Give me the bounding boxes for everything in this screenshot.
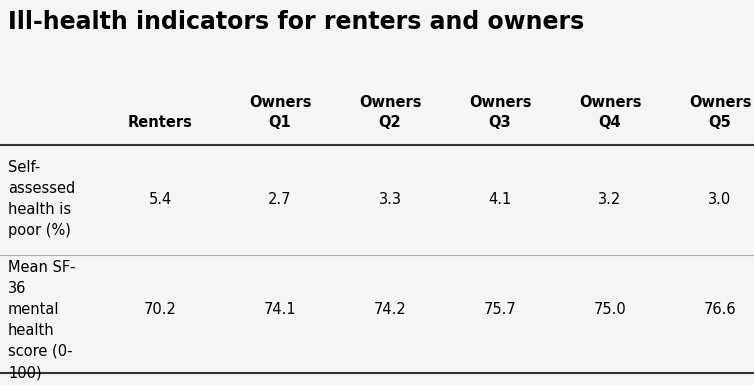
Text: 3.2: 3.2 — [599, 192, 621, 208]
Text: Mean SF-
36
mental
health
score (0-
100): Mean SF- 36 mental health score (0- 100) — [8, 260, 75, 380]
Text: 74.1: 74.1 — [264, 303, 296, 318]
Text: Q4: Q4 — [599, 115, 621, 130]
Text: Renters: Renters — [127, 115, 192, 130]
Text: Q3: Q3 — [489, 115, 511, 130]
Text: Q5: Q5 — [709, 115, 731, 130]
Text: Q1: Q1 — [268, 115, 291, 130]
Text: 70.2: 70.2 — [143, 303, 176, 318]
Text: 4.1: 4.1 — [489, 192, 512, 208]
Text: 74.2: 74.2 — [374, 303, 406, 318]
Text: Owners: Owners — [579, 95, 641, 110]
Text: Q2: Q2 — [379, 115, 401, 130]
Text: Owners: Owners — [469, 95, 532, 110]
Text: Owners: Owners — [359, 95, 421, 110]
Text: 75.0: 75.0 — [593, 303, 627, 318]
Text: Self-
assessed
health is
poor (%): Self- assessed health is poor (%) — [8, 160, 75, 238]
Text: 3.0: 3.0 — [708, 192, 731, 208]
Text: 76.6: 76.6 — [703, 303, 737, 318]
Text: Owners: Owners — [688, 95, 751, 110]
Text: Owners: Owners — [249, 95, 311, 110]
Text: Ill-health indicators for renters and owners: Ill-health indicators for renters and ow… — [8, 10, 584, 34]
Text: 5.4: 5.4 — [149, 192, 172, 208]
Text: 3.3: 3.3 — [379, 192, 401, 208]
Text: 75.7: 75.7 — [483, 303, 516, 318]
Text: 2.7: 2.7 — [268, 192, 292, 208]
